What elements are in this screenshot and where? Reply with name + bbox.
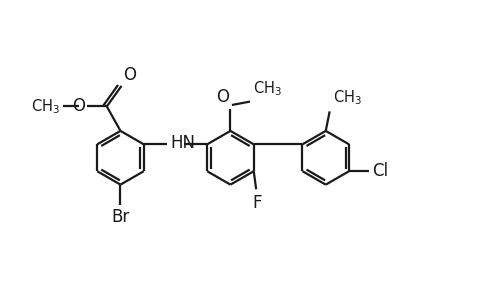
Text: Cl: Cl — [372, 162, 388, 180]
Text: CH$_3$: CH$_3$ — [254, 79, 282, 98]
Text: Br: Br — [112, 208, 130, 226]
Text: F: F — [252, 194, 262, 212]
Text: HN: HN — [170, 134, 195, 152]
Text: O: O — [123, 66, 136, 84]
Text: CH$_3$: CH$_3$ — [32, 97, 60, 116]
Text: O: O — [216, 88, 229, 106]
Text: CH$_3$: CH$_3$ — [332, 88, 362, 107]
Text: O: O — [72, 97, 85, 115]
